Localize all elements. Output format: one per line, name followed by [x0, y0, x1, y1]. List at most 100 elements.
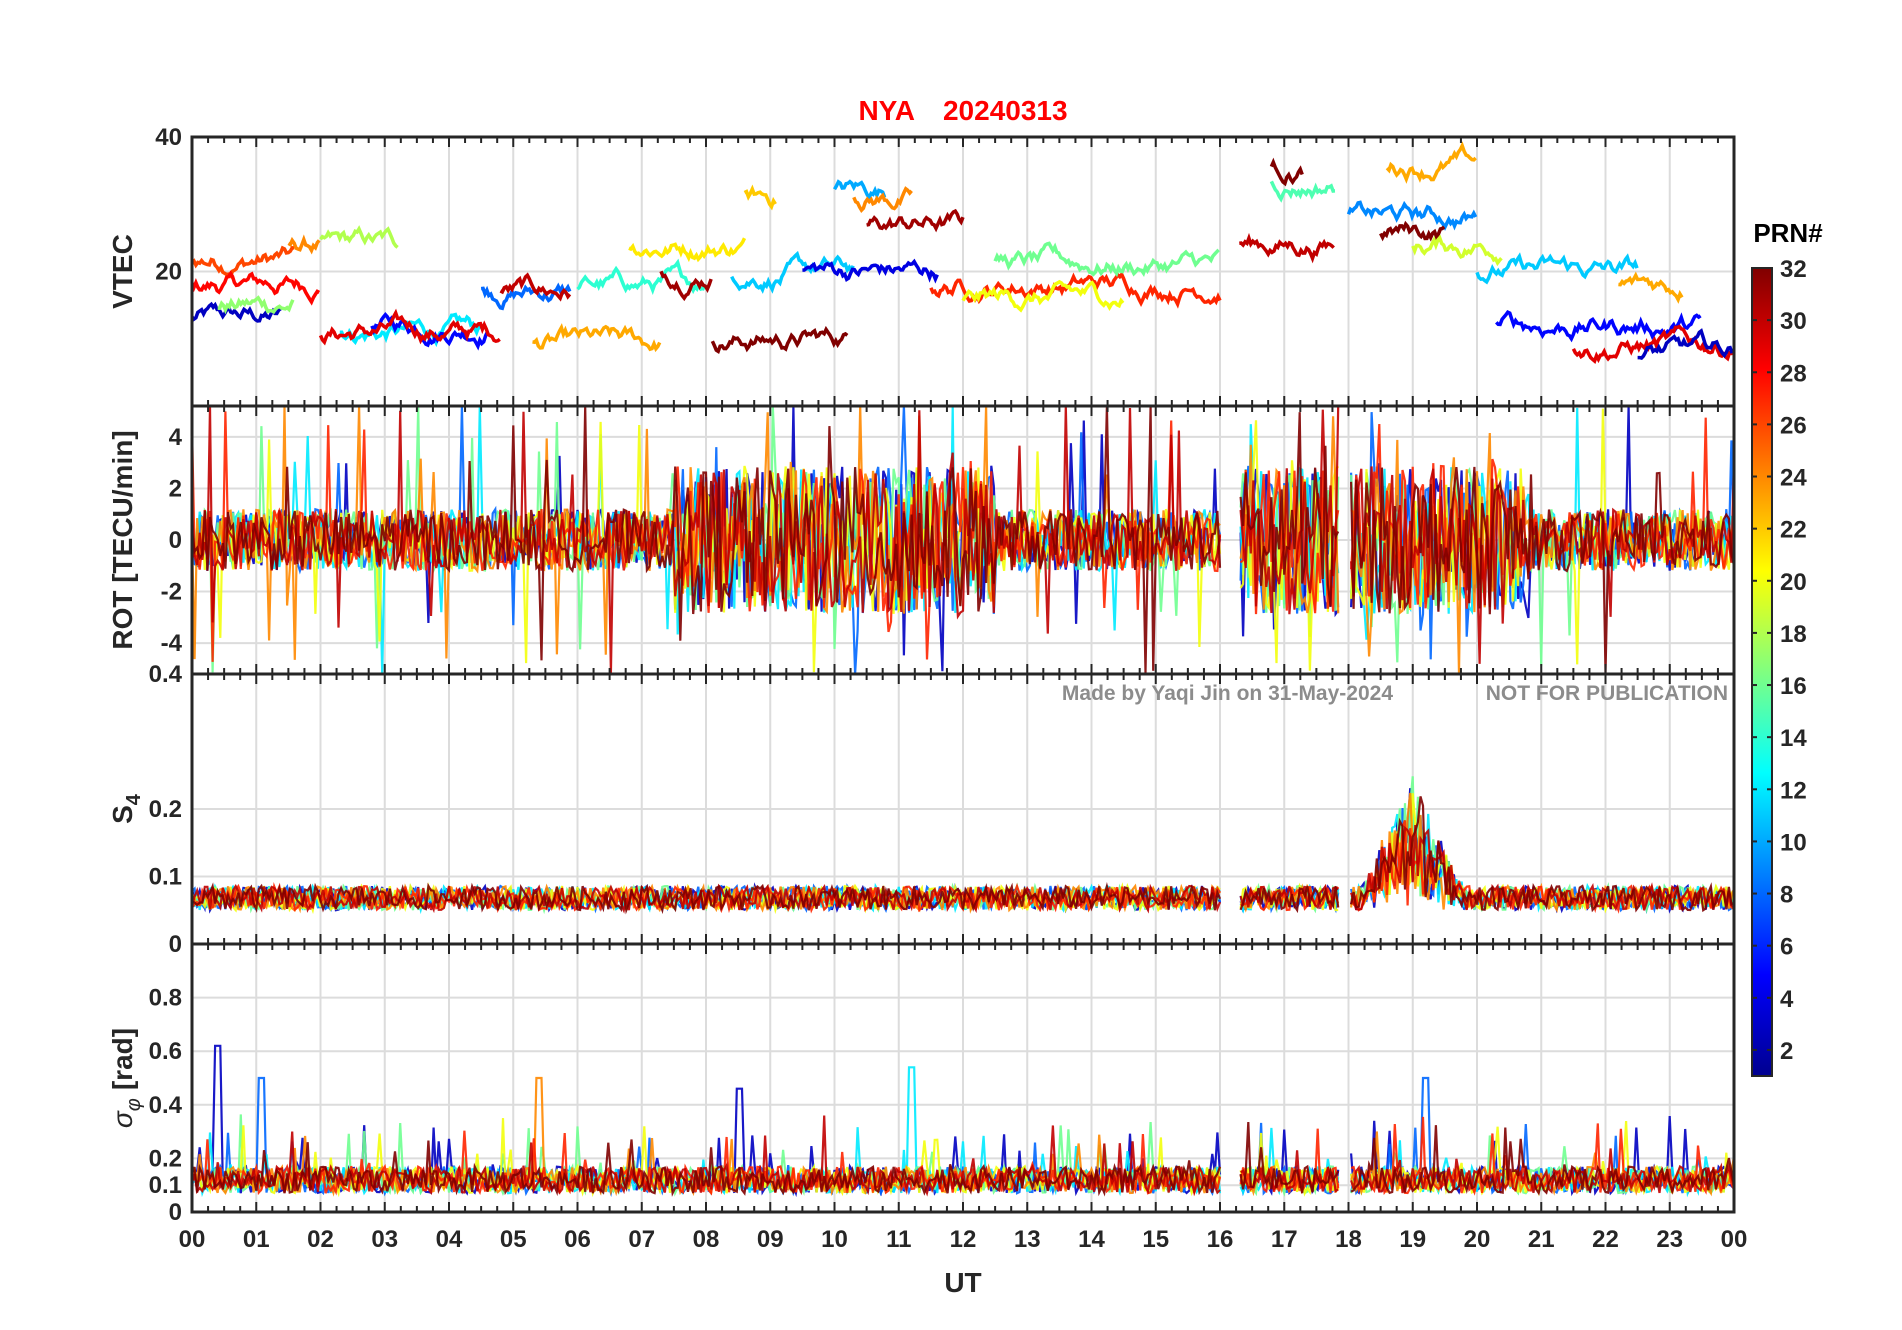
- colorbar-tick-label: 14: [1780, 725, 1807, 752]
- x-tick-label: 12: [950, 1226, 977, 1253]
- y-tick-label: 0: [169, 931, 182, 958]
- colorbar-tick-label: 24: [1780, 465, 1807, 492]
- vtec-prn-track: [1495, 310, 1702, 343]
- vtec-prn-track: [1475, 252, 1639, 285]
- y-tick-label: 0.6: [149, 1038, 182, 1065]
- x-tick-label: 13: [1014, 1226, 1041, 1253]
- s4-series: [192, 776, 1734, 915]
- colorbar-title: PRN#: [1753, 218, 1823, 248]
- y-tick-label: -2: [161, 579, 182, 606]
- x-axis-label: UT: [944, 1267, 981, 1298]
- vtec-prn-track: [852, 186, 913, 214]
- vtec-prn-track: [532, 323, 662, 353]
- y-tick-label: 0: [169, 1199, 182, 1226]
- x-tick-label: 10: [821, 1226, 848, 1253]
- vtec-prn-track: [192, 245, 295, 279]
- x-tick-label: 06: [564, 1226, 591, 1253]
- vtec-prn-track: [993, 241, 1220, 278]
- s4-prn-series: [192, 796, 1734, 915]
- x-tick-label: 08: [693, 1226, 720, 1253]
- x-tick-label: 05: [500, 1226, 527, 1253]
- vtec-prn-track: [1618, 271, 1684, 304]
- colorbar-tick-label: 8: [1780, 882, 1793, 909]
- vtec-prn-track: [802, 258, 939, 284]
- vtec-prn-track: [319, 225, 399, 249]
- x-tick-label: 04: [436, 1226, 463, 1253]
- colorbar-tick-label: 4: [1780, 986, 1794, 1013]
- x-tick-label: 07: [628, 1226, 655, 1253]
- y-tick-label: 4: [169, 424, 183, 451]
- title-date: 20240313: [943, 95, 1068, 126]
- vtec-prn-track: [1411, 234, 1503, 267]
- chart-title: NYA 20240313: [858, 95, 1067, 126]
- vtec-prn-track: [961, 279, 1125, 313]
- x-tick-label: 23: [1656, 1226, 1683, 1253]
- vtec-prn-track: [499, 272, 572, 302]
- vtec-prn-track: [480, 282, 572, 311]
- y-tick-label: 0.2: [149, 1145, 182, 1172]
- y-tick-label: 0.1: [149, 1172, 182, 1199]
- vtec-prn-track: [1571, 324, 1734, 364]
- vtec-prn-track: [192, 270, 321, 306]
- vtec-prn-track: [659, 270, 713, 302]
- x-tick-label: 21: [1528, 1226, 1555, 1253]
- vtec-prn-track: [832, 179, 887, 201]
- y-tick-label: 0.8: [149, 985, 182, 1012]
- vtec-prn-track: [1269, 180, 1336, 203]
- vtec-prn-track: [866, 208, 965, 233]
- x-tick-label: 11: [886, 1226, 911, 1253]
- x-axis: 00 01 02 03 04 05 06 07 08 09 10 11 12 13 14 15 16 17 18 19…: [179, 1226, 1748, 1253]
- colorbar-tick-label: 30: [1780, 308, 1807, 335]
- x-tick-label: 01: [243, 1226, 270, 1253]
- vtec-prn-track: [1379, 220, 1446, 242]
- y-tick-label: 0.4: [149, 661, 183, 688]
- sigma_phi-axis-label: σφ[rad]: [107, 1028, 145, 1128]
- vtec-prn-track: [1637, 328, 1734, 361]
- y-tick-label: 0.1: [149, 864, 182, 891]
- colorbar-tick-label: 12: [1780, 777, 1807, 804]
- y-tick-label: 40: [155, 124, 182, 151]
- vtec-prn-track: [318, 308, 501, 346]
- title-station: NYA: [858, 95, 915, 126]
- x-tick-label: 14: [1078, 1226, 1105, 1253]
- rot-series: [192, 406, 1734, 674]
- vtec-panel: 20 40 VTEC: [107, 124, 1736, 408]
- vtec-prn-track: [576, 258, 706, 296]
- x-tick-label: 15: [1142, 1226, 1169, 1253]
- y-tick-label: 20: [155, 259, 182, 286]
- y-tick-label: 0.2: [149, 796, 182, 823]
- x-tick-label: 16: [1207, 1226, 1234, 1253]
- watermark-notice: NOT FOR PUBLICATION: [1486, 682, 1728, 705]
- x-tick-label: 09: [757, 1226, 784, 1253]
- x-tick-label: 20: [1464, 1226, 1491, 1253]
- vtec-prn-track: [628, 237, 747, 263]
- x-tick-label: 03: [371, 1226, 398, 1253]
- colorbar-tick-label: 2: [1780, 1038, 1793, 1065]
- vtec-series: [192, 141, 1734, 364]
- y-tick-label: 0: [169, 527, 182, 554]
- vtec-axis-label: VTEC: [107, 234, 138, 309]
- vtec-prn-track: [1239, 232, 1335, 264]
- x-tick-label: 19: [1399, 1226, 1426, 1253]
- x-tick-label: 02: [307, 1226, 334, 1253]
- x-tick-label: 00: [1721, 1226, 1748, 1253]
- vtec-prn-track: [1385, 141, 1477, 184]
- rot-panel: 4 2 0 -2 -4 ROT [TECU/min]: [107, 404, 1736, 676]
- rot-axis-label: ROT [TECU/min]: [107, 430, 138, 649]
- vtec-prn-track: [217, 295, 295, 315]
- vtec-prn-track: [287, 234, 321, 255]
- colorbar-gradient: [1751, 267, 1773, 1077]
- colorbar-tick-label: 10: [1780, 829, 1807, 856]
- s4-axis-label: S4: [107, 793, 145, 824]
- vtec-prn-track: [1269, 157, 1304, 187]
- colorbar-tick-label: 6: [1780, 934, 1793, 961]
- sigma_phi-series: [192, 1044, 1734, 1198]
- colorbar-tick-label: 26: [1780, 412, 1807, 439]
- y-tick-label: 0.4: [149, 1092, 183, 1119]
- colorbar-tick-label: 16: [1780, 673, 1807, 700]
- colorbar-tick-label: 20: [1780, 569, 1807, 596]
- colorbar-tick-label: 32: [1780, 256, 1807, 283]
- vtec-prn-track: [1346, 200, 1478, 231]
